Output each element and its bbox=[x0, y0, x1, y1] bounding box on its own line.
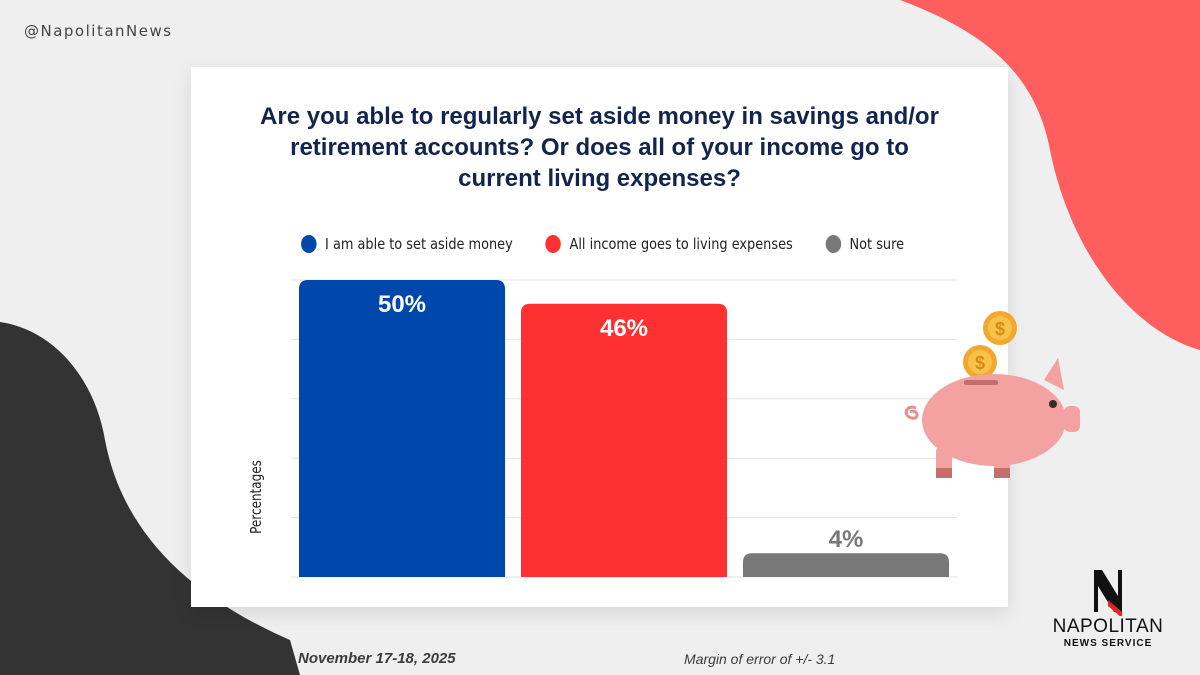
svg-text:$: $ bbox=[975, 353, 985, 373]
legend-swatch-blue bbox=[300, 235, 317, 253]
logo-name: NAPOLITAN bbox=[1052, 616, 1164, 637]
pig-icon bbox=[904, 358, 1080, 478]
legend-item-living-expenses: All income goes to living expenses bbox=[545, 235, 793, 253]
dark-corner-shape bbox=[0, 322, 300, 675]
data-label-0: 50% bbox=[378, 291, 426, 318]
bar-0 bbox=[299, 280, 505, 577]
legend-item-not-sure: Not sure bbox=[825, 235, 904, 253]
legend-label: All income goes to living expenses bbox=[569, 235, 793, 253]
chart-card: Are you able to regularly set aside mone… bbox=[191, 67, 1008, 607]
legend-label: I am able to set aside money bbox=[325, 235, 513, 253]
y-axis-label: Percentages bbox=[247, 460, 265, 534]
coral-corner-shape bbox=[900, 0, 1200, 350]
napolitan-logo: NAPOLITAN NEWS SERVICE bbox=[1046, 568, 1170, 652]
legend-swatch-gray bbox=[825, 235, 841, 253]
svg-text:$: $ bbox=[995, 319, 1005, 339]
logo-subtitle: NEWS SERVICE bbox=[1063, 638, 1153, 649]
data-label-2: 4% bbox=[829, 526, 864, 553]
coin-icon: $ bbox=[963, 345, 997, 379]
legend-item-set-aside: I am able to set aside money bbox=[300, 235, 513, 253]
coin-icon: $ bbox=[983, 311, 1017, 345]
bar-1 bbox=[521, 303, 727, 577]
data-label-1: 46% bbox=[600, 315, 648, 342]
piggy-bank-illustration: $ $ bbox=[904, 311, 1080, 478]
legend-swatch-red bbox=[545, 235, 561, 253]
margin-of-error: Margin of error of +/- 3.1 bbox=[684, 651, 836, 667]
bar-2 bbox=[743, 553, 949, 577]
chart-legend: I am able to set aside money All income … bbox=[251, 235, 954, 253]
chart-title: Are you able to regularly set aside mone… bbox=[260, 103, 939, 192]
social-handle: @NapolitanNews bbox=[24, 22, 173, 40]
legend-label: Not sure bbox=[849, 235, 905, 253]
poll-date: November 17-18, 2025 bbox=[298, 650, 456, 667]
n-logo-icon bbox=[1094, 570, 1122, 616]
bar-chart: 50% 46% 4% bbox=[291, 279, 957, 578]
